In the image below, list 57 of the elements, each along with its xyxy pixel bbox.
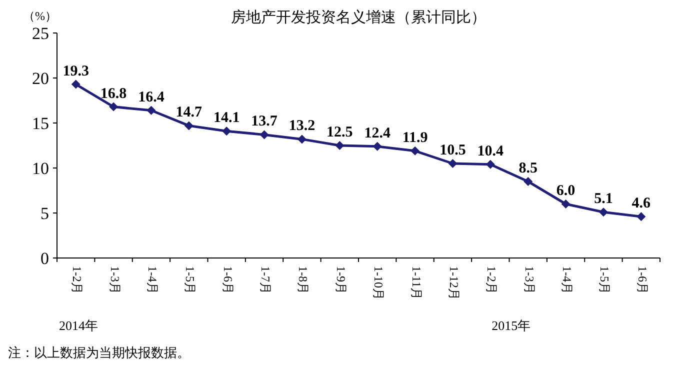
x-tick-label: 1-6月 bbox=[220, 266, 235, 294]
point bbox=[222, 126, 232, 136]
data-label: 16.4 bbox=[138, 89, 165, 106]
point bbox=[184, 121, 194, 130]
data-label: 13.2 bbox=[288, 118, 316, 134]
x-tick-label: 1-6月 bbox=[635, 266, 650, 294]
x-tick-label: 1-11月 bbox=[409, 266, 424, 300]
chart-title: 房地产开发投资名义增速（累计同比） bbox=[231, 9, 486, 26]
x-tick-label: 1-2月 bbox=[70, 266, 84, 294]
x-tick-label: 1-5月 bbox=[183, 266, 198, 294]
data-label: 16.8 bbox=[100, 86, 127, 102]
point bbox=[410, 146, 420, 156]
text: 注：以上数据为当期快报数据。 bbox=[8, 345, 190, 360]
x-tick-label: 1-3月 bbox=[108, 266, 122, 294]
x-tick-label: 1-2月 bbox=[484, 266, 499, 294]
y-tick-label: 20 bbox=[32, 69, 49, 88]
x-tick-label: 1-3月 bbox=[522, 266, 536, 294]
point bbox=[598, 208, 608, 217]
data-label: 11.9 bbox=[402, 130, 428, 146]
data-label: 8.5 bbox=[518, 160, 538, 176]
y-tick-label: 15 bbox=[32, 114, 49, 133]
x-tick-label: 1-8月 bbox=[296, 266, 310, 294]
y-tick-label: 25 bbox=[32, 24, 49, 43]
y-axis-title: （%） bbox=[23, 9, 57, 23]
x-tick-label: 1-5月 bbox=[598, 266, 612, 294]
point bbox=[561, 200, 570, 208]
point bbox=[636, 212, 646, 222]
x-tick-label: 1-9月 bbox=[334, 266, 348, 294]
x-tick-label: 1-10月 bbox=[372, 266, 386, 300]
data-label: 14.7 bbox=[176, 104, 203, 121]
data-label: 4.6 bbox=[632, 196, 652, 212]
data-label: 12.4 bbox=[364, 125, 391, 142]
y-tick-label: 10 bbox=[32, 159, 49, 178]
point bbox=[297, 134, 306, 144]
point bbox=[109, 102, 118, 112]
text: 2015年 bbox=[492, 318, 531, 333]
point bbox=[260, 130, 269, 140]
data-label: 19.3 bbox=[62, 63, 89, 80]
data-label: 6.0 bbox=[556, 183, 576, 199]
x-tick-label: 1-12月 bbox=[446, 266, 461, 300]
x-tick-label: 1-4月 bbox=[145, 266, 160, 294]
data-label: 10.5 bbox=[440, 142, 466, 158]
point bbox=[335, 141, 344, 150]
point bbox=[71, 80, 80, 89]
data-label: 10.4 bbox=[477, 143, 504, 160]
point bbox=[524, 177, 533, 186]
y-tick-label: 5 bbox=[40, 204, 49, 223]
data-label: 13.7 bbox=[251, 114, 278, 130]
data-label: 12.5 bbox=[326, 124, 353, 140]
point bbox=[448, 159, 458, 168]
x-tick-label: 1-7月 bbox=[258, 266, 273, 294]
text: 2014年 bbox=[59, 318, 98, 333]
data-label: 14.1 bbox=[213, 110, 240, 126]
data-label: 5.1 bbox=[594, 191, 613, 208]
point bbox=[146, 106, 156, 115]
y-tick-label: 0 bbox=[40, 249, 49, 268]
x-tick-label: 1-4月 bbox=[560, 266, 574, 294]
